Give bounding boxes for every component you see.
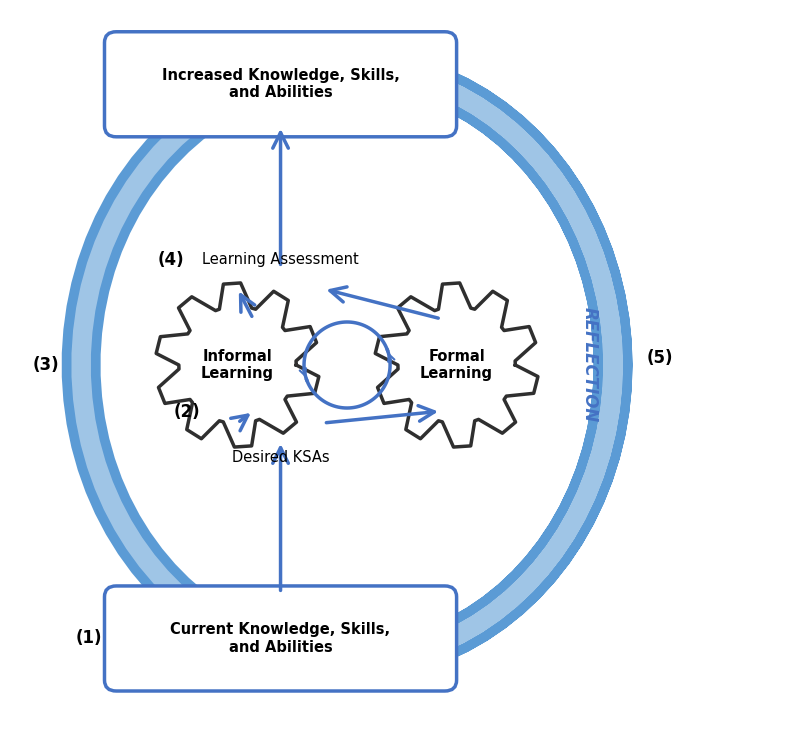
Text: Informal
Learning: Informal Learning: [201, 349, 274, 381]
Text: (4): (4): [158, 251, 184, 269]
Text: (1): (1): [76, 629, 102, 648]
FancyBboxPatch shape: [105, 32, 456, 137]
Polygon shape: [156, 283, 319, 447]
Text: (5): (5): [647, 349, 673, 366]
Text: Desired KSAs: Desired KSAs: [232, 450, 329, 464]
Text: Learning Assessment: Learning Assessment: [203, 253, 359, 267]
Text: Increased Knowledge, Skills,
and Abilities: Increased Knowledge, Skills, and Abiliti…: [162, 68, 400, 101]
FancyBboxPatch shape: [105, 586, 456, 691]
Text: Formal
Learning: Formal Learning: [420, 349, 493, 381]
Polygon shape: [375, 283, 538, 447]
Text: (2): (2): [173, 403, 200, 421]
Text: (3): (3): [32, 356, 59, 374]
Text: REFLECTION: REFLECTION: [581, 307, 599, 423]
Text: Current Knowledge, Skills,
and Abilities: Current Knowledge, Skills, and Abilities: [170, 622, 391, 655]
